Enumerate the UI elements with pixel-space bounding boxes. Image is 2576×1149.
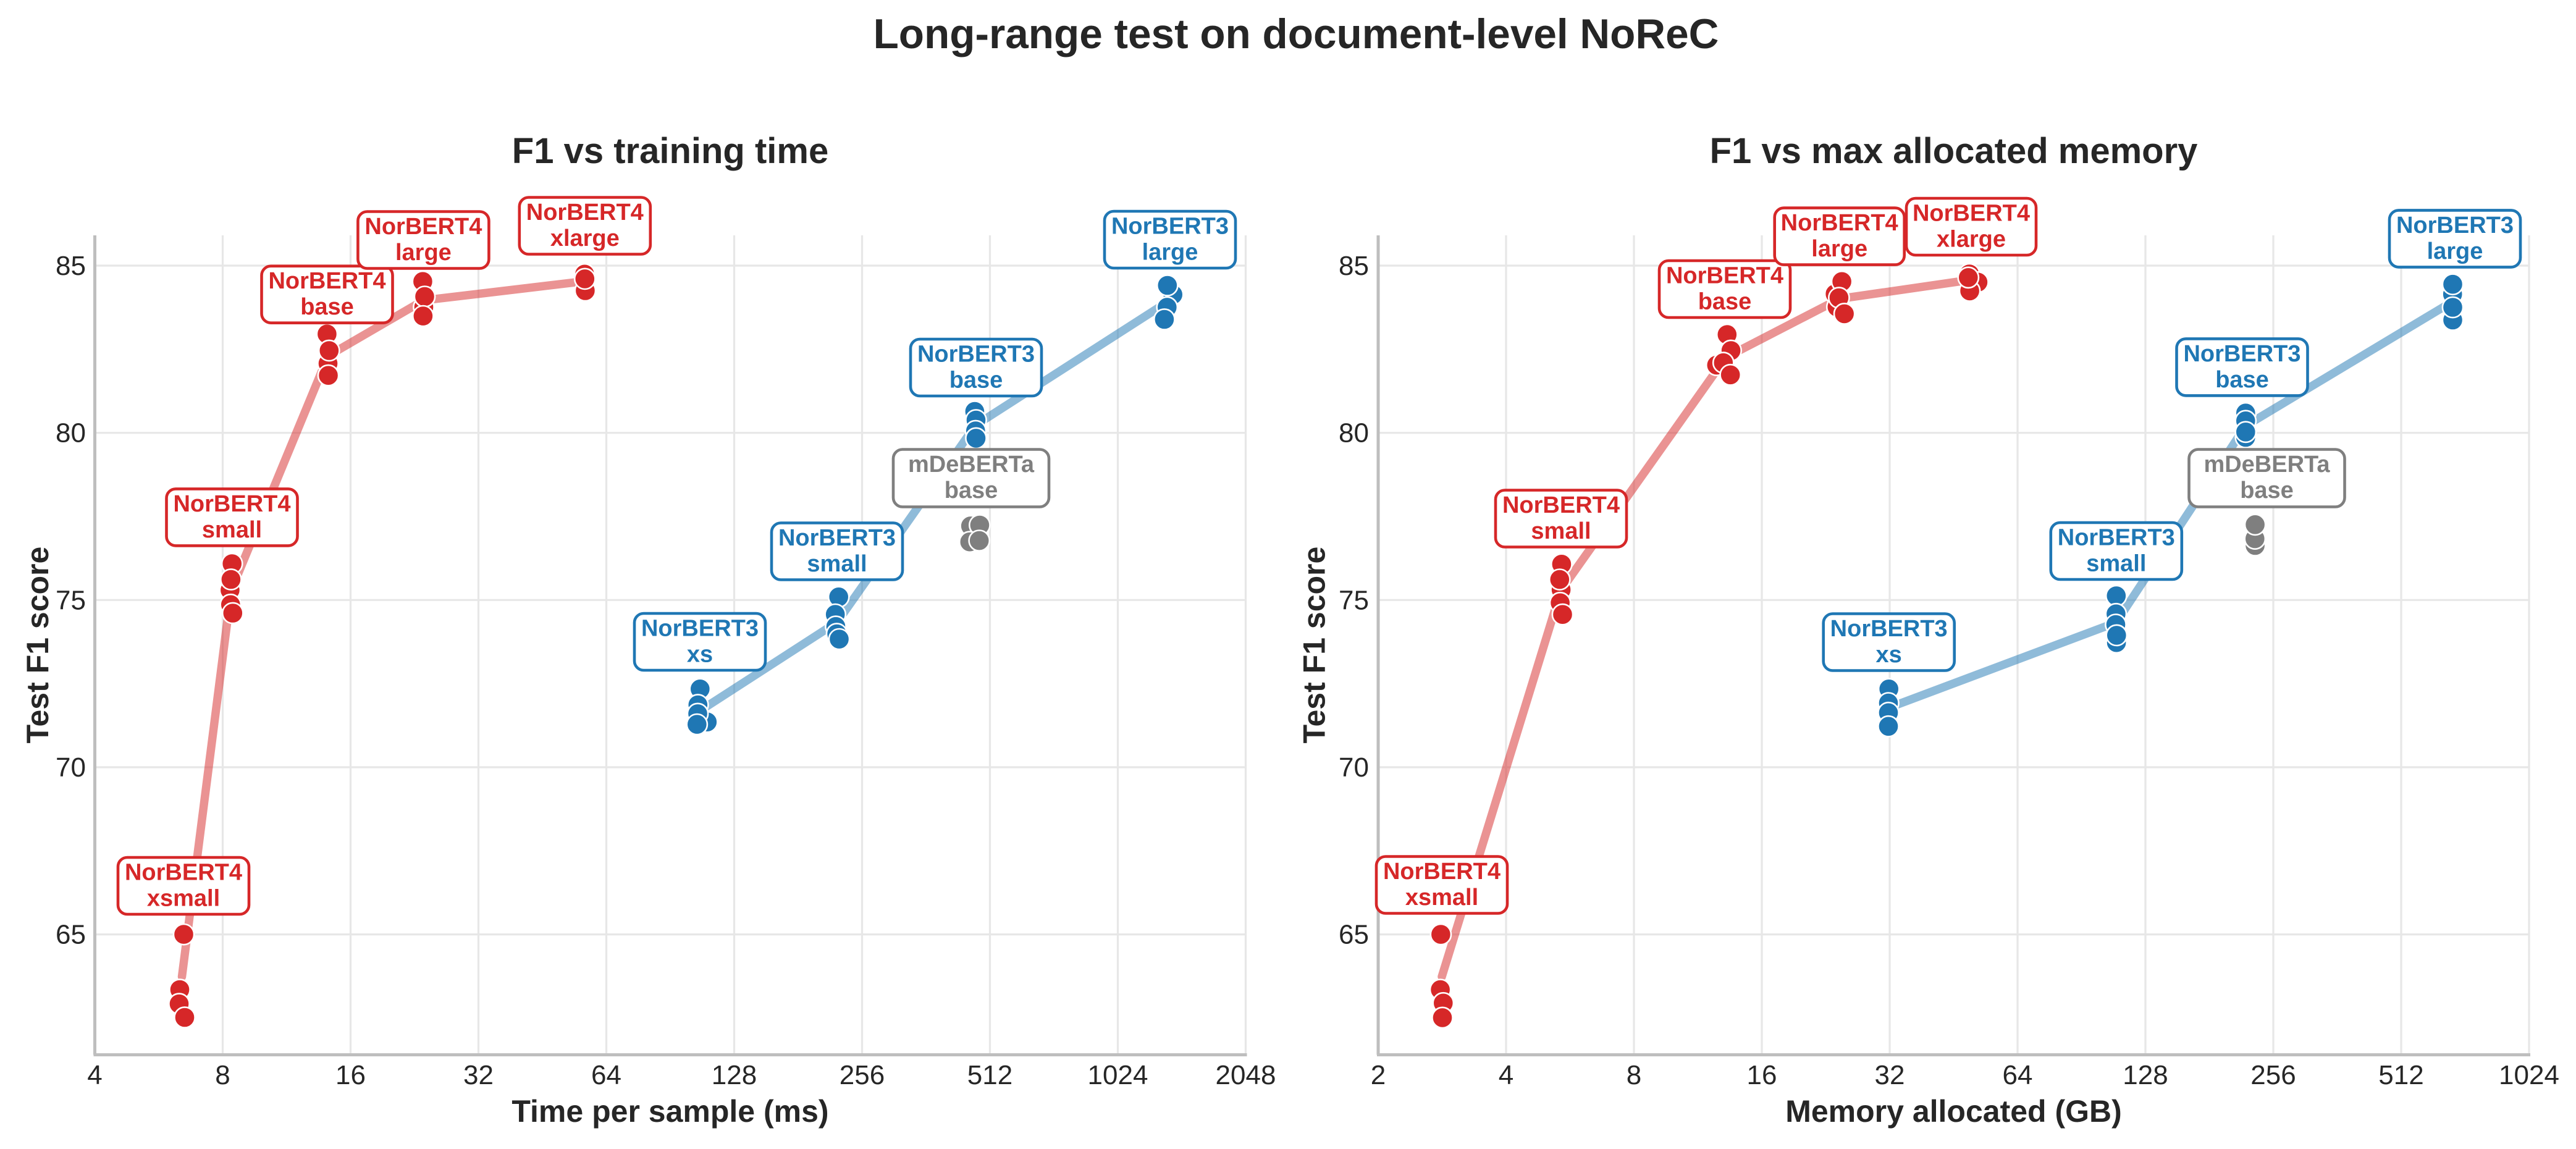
svg-text:mDeBERTa: mDeBERTa xyxy=(2203,452,2330,478)
svg-text:xlarge: xlarge xyxy=(550,225,620,251)
svg-text:NorBERT4: NorBERT4 xyxy=(173,491,290,517)
svg-text:70: 70 xyxy=(1339,752,1369,783)
svg-text:base: base xyxy=(2215,367,2269,393)
svg-text:NorBERT4: NorBERT4 xyxy=(1781,210,1898,236)
svg-text:base: base xyxy=(945,478,998,503)
svg-text:70: 70 xyxy=(56,752,86,783)
svg-text:small: small xyxy=(807,551,867,577)
svg-text:256: 256 xyxy=(840,1060,885,1090)
svg-text:512: 512 xyxy=(2378,1060,2423,1090)
svg-text:80: 80 xyxy=(56,418,86,448)
svg-text:2: 2 xyxy=(1371,1060,1386,1090)
svg-text:Test F1 score: Test F1 score xyxy=(1297,547,1332,744)
svg-text:NorBERT4: NorBERT4 xyxy=(125,860,242,886)
svg-text:1024: 1024 xyxy=(2499,1060,2559,1090)
svg-text:xs: xs xyxy=(687,642,713,668)
svg-text:small: small xyxy=(2086,551,2146,577)
svg-text:NorBERT4: NorBERT4 xyxy=(268,268,385,294)
svg-text:xlarge: xlarge xyxy=(1937,227,2006,253)
svg-text:base: base xyxy=(300,294,354,320)
svg-text:Test F1 score: Test F1 score xyxy=(20,547,55,744)
svg-text:85: 85 xyxy=(56,251,86,281)
svg-text:512: 512 xyxy=(967,1060,1012,1090)
svg-text:xsmall: xsmall xyxy=(147,886,220,912)
svg-text:F1 vs max allocated memory: F1 vs max allocated memory xyxy=(1710,131,2198,171)
svg-text:256: 256 xyxy=(2250,1060,2296,1090)
svg-text:32: 32 xyxy=(463,1060,494,1090)
svg-text:75: 75 xyxy=(1339,585,1369,615)
svg-text:Memory allocated (GB): Memory allocated (GB) xyxy=(1785,1094,2122,1129)
svg-text:8: 8 xyxy=(1627,1060,1641,1090)
svg-text:NorBERT4: NorBERT4 xyxy=(364,214,482,240)
svg-text:large: large xyxy=(1811,236,1867,262)
svg-text:1024: 1024 xyxy=(1088,1060,1148,1090)
svg-text:16: 16 xyxy=(335,1060,366,1090)
svg-text:64: 64 xyxy=(2003,1060,2033,1090)
svg-text:75: 75 xyxy=(56,585,86,615)
svg-text:80: 80 xyxy=(1339,418,1369,448)
svg-text:xs: xs xyxy=(1876,642,1902,668)
svg-text:64: 64 xyxy=(591,1060,621,1090)
svg-text:NorBERT4: NorBERT4 xyxy=(1913,201,2030,227)
svg-text:NorBERT3: NorBERT3 xyxy=(778,525,896,551)
svg-text:2048: 2048 xyxy=(1216,1060,1276,1090)
svg-text:NorBERT4: NorBERT4 xyxy=(526,200,644,225)
svg-text:85: 85 xyxy=(1339,251,1369,281)
svg-text:16: 16 xyxy=(1747,1060,1777,1090)
svg-text:large: large xyxy=(1142,240,1198,266)
svg-text:4: 4 xyxy=(1499,1060,1513,1090)
svg-text:base: base xyxy=(2240,478,2294,503)
svg-text:Long-range test on document-le: Long-range test on document-level NoReC xyxy=(873,11,1719,57)
svg-text:large: large xyxy=(2427,238,2483,264)
svg-text:8: 8 xyxy=(215,1060,230,1090)
svg-text:large: large xyxy=(395,240,452,266)
svg-text:NorBERT4: NorBERT4 xyxy=(1383,859,1501,885)
svg-text:NorBERT3: NorBERT3 xyxy=(1111,214,1229,240)
svg-text:32: 32 xyxy=(1875,1060,1905,1090)
svg-text:NorBERT3: NorBERT3 xyxy=(641,616,759,642)
svg-text:NorBERT3: NorBERT3 xyxy=(1830,616,1948,642)
svg-text:NorBERT3: NorBERT3 xyxy=(2396,213,2514,238)
svg-text:F1 vs training time: F1 vs training time xyxy=(512,131,828,171)
svg-text:NorBERT3: NorBERT3 xyxy=(917,342,1035,368)
svg-text:mDeBERTa: mDeBERTa xyxy=(908,452,1035,478)
svg-text:base: base xyxy=(949,368,1003,394)
svg-text:Time per sample (ms): Time per sample (ms) xyxy=(511,1094,828,1129)
svg-text:NorBERT4: NorBERT4 xyxy=(1666,263,1783,289)
svg-text:NorBERT3: NorBERT3 xyxy=(2183,341,2300,367)
svg-text:small: small xyxy=(202,517,262,543)
svg-text:base: base xyxy=(1698,289,1752,315)
svg-text:65: 65 xyxy=(1339,920,1369,950)
svg-text:small: small xyxy=(1531,518,1591,544)
svg-text:65: 65 xyxy=(56,920,86,950)
svg-text:128: 128 xyxy=(2123,1060,2168,1090)
svg-text:NorBERT3: NorBERT3 xyxy=(2058,525,2175,551)
svg-text:NorBERT4: NorBERT4 xyxy=(1502,492,1620,518)
svg-text:128: 128 xyxy=(712,1060,757,1090)
svg-text:xsmall: xsmall xyxy=(1405,885,1478,911)
svg-text:4: 4 xyxy=(87,1060,102,1090)
